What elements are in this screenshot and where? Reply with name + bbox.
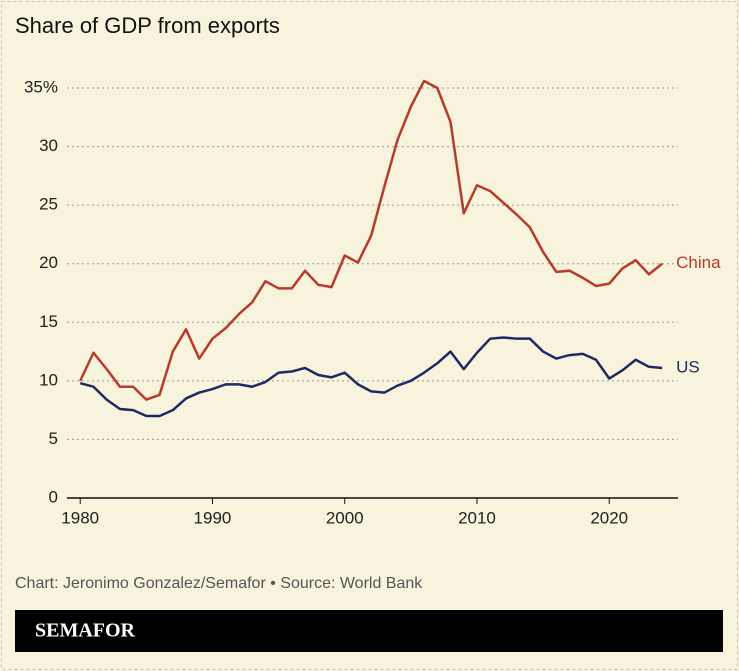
x-tick-label: 1980: [61, 508, 99, 527]
chart-title: Share of GDP from exports: [15, 13, 280, 38]
brand: SEMAFOR: [35, 620, 136, 642]
source: Chart: Jeronimo Gonzalez/Semafor • Sourc…: [15, 575, 423, 592]
y-tick-label: 15: [39, 312, 58, 331]
y-tick-label: 0: [49, 487, 58, 506]
y-tick-label: 25: [39, 195, 58, 214]
x-tick-label: 1990: [194, 508, 232, 527]
y-tick-label: 35%: [24, 77, 58, 96]
series-line: [79, 336, 663, 418]
y-tick-label: 30: [39, 136, 58, 155]
brand-banner: [15, 610, 723, 652]
y-tick-label: 10: [39, 370, 58, 389]
x-tick-label: 2020: [590, 508, 628, 527]
series-label: China: [676, 253, 721, 272]
series-label: US: [676, 357, 700, 376]
y-tick-label: 20: [39, 253, 58, 272]
y-tick-label: 5: [49, 429, 58, 448]
x-tick-label: 2000: [326, 508, 364, 527]
x-tick-label: 2010: [458, 508, 496, 527]
plot: 0 5 10 15 20 25 30 35% 1980 1990 2000 2010 2020 China…: [24, 77, 721, 527]
series-line: [79, 79, 663, 401]
